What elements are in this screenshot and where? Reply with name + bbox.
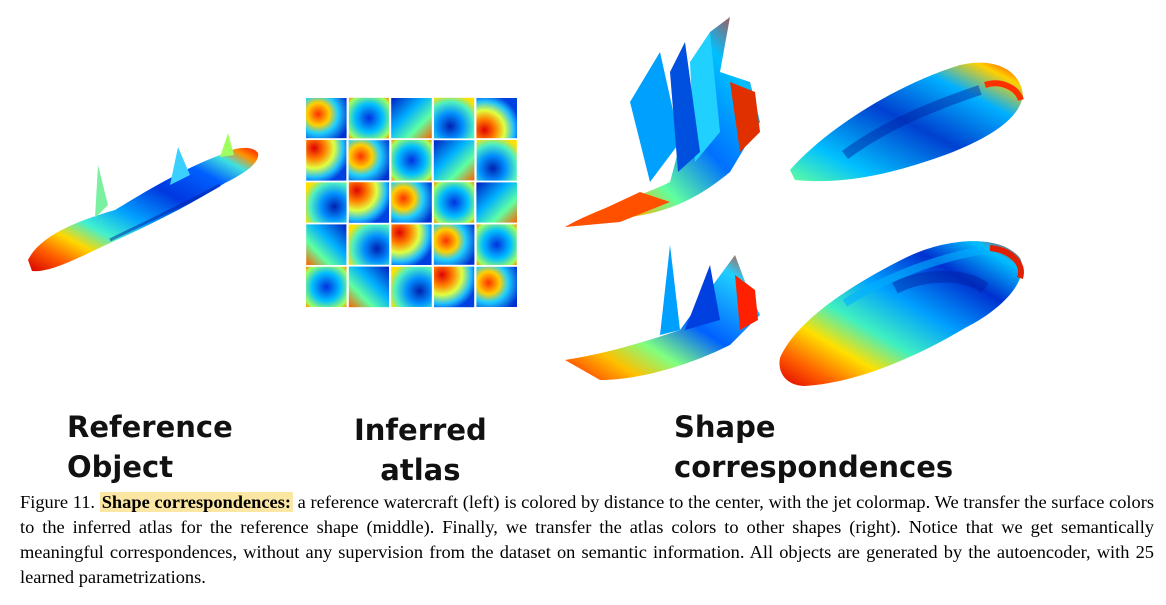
shape-correspondences-label: Shape correspondences (674, 410, 954, 484)
atlas-cell (391, 139, 432, 181)
reference-object-label: Reference Object (67, 410, 233, 484)
atlas-cell (348, 140, 390, 181)
figure-caption: Figure 11. Shape correspondences: a refe… (20, 490, 1154, 590)
atlas-cell (476, 224, 517, 265)
atlas-cell (391, 182, 432, 223)
atlas-cell (476, 139, 517, 181)
atlas-cell (306, 266, 347, 307)
atlas-cell (433, 140, 475, 181)
atlas-cell (348, 266, 389, 308)
caption-highlight: Shape correspondences: (99, 492, 293, 512)
correspondence-shape-4 (779, 241, 1024, 386)
atlas-cell (306, 224, 347, 265)
inferred-atlas-grid (306, 97, 517, 308)
atlas-cell (348, 97, 390, 139)
atlas-cell (348, 182, 389, 223)
atlas-cell (476, 98, 517, 139)
atlas-cell (391, 224, 432, 265)
figure: Reference Object Inferred atlas Shape co… (28, 17, 1024, 487)
correspondence-shape-3 (565, 245, 760, 380)
atlas-cell (391, 98, 432, 139)
caption-text: a reference watercraft (left) is colored… (20, 492, 1155, 587)
atlas-cell (434, 97, 475, 139)
inferred-atlas-label: Inferred atlas (354, 413, 487, 487)
reference-object-image (28, 133, 259, 272)
atlas-cell (306, 182, 347, 223)
correspondence-shape-1 (565, 17, 760, 227)
atlas-cell (433, 266, 475, 308)
atlas-cell (476, 182, 517, 223)
correspondence-shape-2 (790, 62, 1024, 182)
figure-number: Figure 11. (20, 492, 96, 512)
atlas-cell (433, 224, 475, 265)
atlas-cell (434, 182, 475, 223)
atlas-cell (306, 98, 347, 139)
atlas-cell (391, 266, 432, 307)
atlas-cell (306, 140, 347, 181)
atlas-cell (348, 224, 390, 265)
atlas-cell (476, 266, 517, 307)
